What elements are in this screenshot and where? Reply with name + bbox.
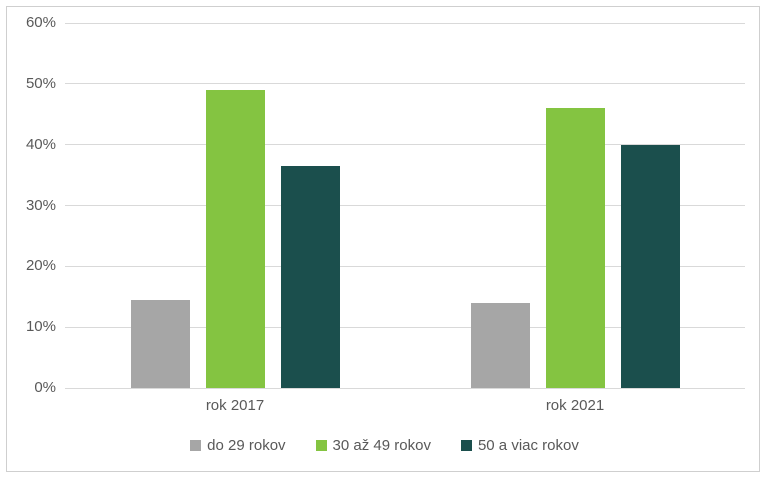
legend: do 29 rokov 30 až 49 rokov 50 a viac rokov: [0, 437, 769, 454]
legend-marker-icon: [190, 440, 202, 451]
legend-label: do 29 rokov: [207, 437, 286, 454]
x-axis-label: rok 2021: [545, 397, 605, 414]
y-axis-label: 0%: [34, 379, 56, 396]
bar-rok-2021-series-0: [470, 302, 530, 388]
y-axis-label: 10%: [25, 318, 56, 336]
y-axis-label: 50%: [25, 74, 56, 92]
gridline: [65, 387, 745, 389]
y-axis-label: 40%: [25, 135, 56, 153]
bar-rok-2017-series-1: [205, 89, 265, 388]
y-axis-label: 20%: [25, 257, 56, 275]
gridline: [65, 83, 745, 85]
y-axis-label: 60%: [25, 14, 56, 31]
bar-rok-2017-series-2: [280, 165, 340, 388]
legend-item: do 29 rokov: [190, 437, 286, 454]
gridline: [65, 22, 745, 24]
bar-rok-2021-series-2: [620, 144, 680, 388]
legend-marker-icon: [460, 440, 472, 451]
legend-label: 30 až 49 rokov: [332, 437, 431, 454]
legend-item: 50 a viac rokov: [460, 437, 579, 454]
gridline: [65, 144, 745, 146]
gridline: [65, 265, 745, 267]
legend-marker-icon: [315, 440, 327, 451]
y-axis-label: 30%: [25, 196, 56, 214]
legend-label: 50 a viac rokov: [477, 437, 579, 454]
gridline: [65, 205, 745, 206]
legend-item: 30 až 49 rokov: [315, 437, 431, 454]
bar-rok-2017-series-0: [130, 299, 190, 388]
gridline: [65, 326, 745, 328]
bar-rok-2021-series-1: [545, 108, 605, 388]
x-axis-label: rok 2017: [205, 397, 265, 414]
